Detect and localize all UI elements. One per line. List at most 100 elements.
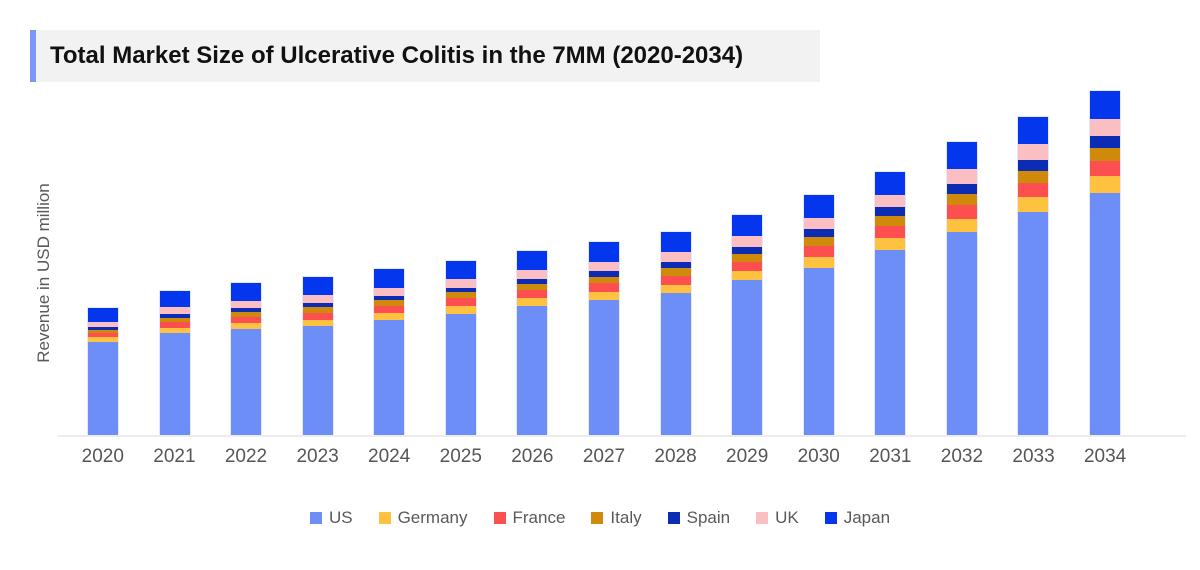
- legend-swatch-italy: [591, 512, 604, 524]
- bar-segment-2020-italy: [88, 330, 118, 333]
- bar-segment-2031-us: [875, 250, 906, 435]
- bar-segment-2021-spain: [159, 314, 190, 318]
- bar-segment-2028-uk: [660, 252, 691, 262]
- bar-segment-2028-spain: [660, 262, 691, 268]
- legend-item-france[interactable]: France: [493, 508, 566, 528]
- bar-segment-2030-france: [803, 246, 834, 257]
- legend-item-spain[interactable]: Spain: [667, 508, 730, 528]
- bar-segment-2032-germany: [946, 219, 977, 232]
- bar-segment-2024-uk: [374, 288, 405, 296]
- legend-label-uk: UK: [775, 508, 799, 527]
- bar-segment-2030-uk: [803, 218, 834, 229]
- bar-segment-2031-france: [875, 226, 906, 238]
- legend-item-japan[interactable]: Japan: [824, 508, 891, 528]
- bar-segment-2030-us: [803, 268, 834, 435]
- bar-segment-2024-japan: [374, 269, 405, 288]
- bar-segment-2020-japan: [88, 308, 118, 322]
- bar-segment-2034-us: [1089, 193, 1120, 435]
- bar-segment-2032-us: [946, 232, 977, 435]
- bar-segment-2034-japan: [1089, 91, 1120, 119]
- bar-segment-2022-uk: [231, 301, 262, 308]
- bar-segment-2023-spain: [302, 303, 333, 307]
- x-tick-2026: 2026: [511, 446, 554, 467]
- plot-area: [87, 90, 1121, 436]
- x-tick-2033: 2033: [1012, 446, 1055, 467]
- bar-segment-2021-germany: [159, 328, 190, 333]
- x-tick-2028: 2028: [654, 446, 697, 467]
- bar-segment-2033-us: [1018, 212, 1049, 435]
- legend-item-us[interactable]: US: [309, 508, 353, 528]
- bar-2027: [587, 241, 620, 436]
- bar-segment-2026-spain: [517, 279, 548, 284]
- legend-swatch-uk: [756, 512, 769, 524]
- bar-segment-2034-spain: [1089, 136, 1120, 148]
- bar-segment-2025-us: [445, 314, 476, 435]
- bar-segment-2024-france: [374, 306, 405, 313]
- bar-segment-2034-uk: [1089, 119, 1120, 136]
- bar-segment-2022-italy: [231, 312, 262, 317]
- bar-segment-2027-italy: [588, 277, 619, 283]
- x-axis-line: [58, 435, 1186, 437]
- x-tick-2029: 2029: [726, 446, 769, 467]
- legend-swatch-germany: [378, 512, 391, 524]
- bar-segment-2029-germany: [732, 271, 763, 280]
- bar-segment-2023-germany: [302, 320, 333, 326]
- bar-segment-2025-uk: [445, 279, 476, 288]
- bar-segment-2033-italy: [1018, 171, 1049, 183]
- bar-segment-2025-japan: [445, 261, 476, 279]
- bar-2034: [1088, 90, 1121, 436]
- bar-segment-2024-spain: [374, 296, 405, 300]
- legend-swatch-us: [309, 512, 322, 524]
- bar-segment-2027-germany: [588, 292, 619, 300]
- bar-segment-2025-spain: [445, 288, 476, 292]
- x-tick-2022: 2022: [224, 446, 268, 467]
- legend-label-japan: Japan: [843, 508, 891, 527]
- x-tick-2025: 2025: [439, 446, 482, 467]
- bar-segment-2023-japan: [302, 277, 333, 295]
- bar-segment-2033-uk: [1018, 144, 1049, 160]
- x-tick-2027: 2027: [582, 446, 626, 467]
- bar-segment-2021-japan: [159, 291, 190, 307]
- legend-swatch-spain: [667, 512, 680, 524]
- x-tick-2032: 2032: [940, 446, 984, 467]
- bar-2025: [444, 260, 477, 436]
- bar-segment-2020-uk: [88, 322, 118, 327]
- bar-segment-2030-germany: [803, 257, 834, 268]
- bar-segment-2020-us: [88, 342, 118, 435]
- bar-segment-2030-italy: [803, 237, 834, 246]
- bar-segment-2034-france: [1089, 161, 1120, 176]
- bar-segment-2029-spain: [732, 247, 763, 254]
- bar-segment-2028-japan: [660, 232, 691, 252]
- legend-item-uk[interactable]: UK: [756, 508, 799, 528]
- y-axis-label: Revenue in USD million: [34, 183, 53, 363]
- bar-segment-2021-france: [159, 322, 190, 328]
- bar-segment-2027-france: [588, 283, 619, 292]
- bar-segment-2033-japan: [1018, 117, 1049, 144]
- bar-segment-2031-germany: [875, 238, 906, 250]
- x-tick-2034: 2034: [1083, 446, 1127, 467]
- bar-segment-2026-germany: [517, 298, 548, 306]
- bar-2020: [87, 307, 119, 436]
- bar-segment-2022-spain: [231, 308, 262, 312]
- bar-segment-2027-spain: [588, 271, 619, 277]
- bar-2029: [731, 214, 764, 436]
- legend-item-italy[interactable]: Italy: [591, 508, 642, 528]
- legend-item-germany[interactable]: Germany: [378, 508, 468, 528]
- bar-segment-2025-france: [445, 298, 476, 306]
- bar-segment-2032-italy: [946, 194, 977, 205]
- legend-swatch-france: [493, 512, 506, 524]
- legend-label-france: France: [512, 508, 566, 527]
- bar-segment-2026-uk: [517, 270, 548, 279]
- bar-segment-2024-italy: [374, 300, 405, 306]
- bar-segment-2029-france: [732, 262, 763, 271]
- bar-2031: [874, 171, 907, 436]
- bar-segment-2029-uk: [732, 236, 763, 247]
- bar-segment-2028-us: [660, 293, 691, 435]
- title-accent-bar: [30, 30, 36, 82]
- bar-segment-2032-spain: [946, 184, 977, 194]
- bar-2022: [230, 282, 263, 436]
- bar-2033: [1017, 116, 1050, 436]
- bar-segment-2031-uk: [875, 195, 906, 207]
- bar-segment-2027-japan: [588, 242, 619, 262]
